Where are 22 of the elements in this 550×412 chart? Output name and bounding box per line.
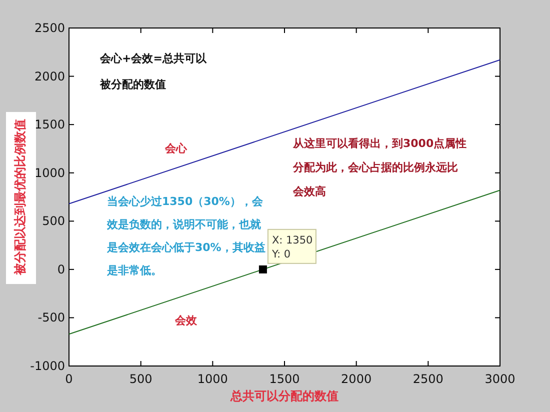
annotation: 会心+会效=总共可以被分配的数值 [99,52,208,91]
y-tick-label: 500 [42,214,65,228]
annotation: 从这里可以看得出，到3000点属性分配为此，会心占据的比例永远比会效高 [292,137,467,198]
y-tick-label: -500 [38,310,65,325]
x-tick-label: 2500 [412,372,444,386]
y-tick-label: 2500 [34,21,65,35]
annotation: 当会心少过1350（30%），会效是负数的，说明不可能，也就是会效在会心低于30%，其收益是非常低。 [106,195,266,277]
y-tick-label: 1500 [34,118,65,132]
x-tick-label: 500 [129,372,152,386]
series-label: 会心 [164,142,188,155]
x-tick-label: 1000 [197,372,228,386]
x-axis-title: 总共可以分配的数值 [230,389,338,403]
y-axis-title: 被分配以达到最优的比例数值 [13,119,27,276]
y-tick-label: -1000 [30,359,65,373]
x-tick-label: 3000 [484,372,516,386]
y-tick-label: 1000 [34,166,65,180]
annotation: X: 1350 Y: 0 [270,234,313,260]
series-label: 会效 [174,314,198,327]
x-tick-label: 2000 [341,372,372,386]
y-tick-label: 2000 [34,69,65,84]
y-tick-label: 0 [57,262,65,276]
x-tick-label: 1500 [269,372,300,386]
